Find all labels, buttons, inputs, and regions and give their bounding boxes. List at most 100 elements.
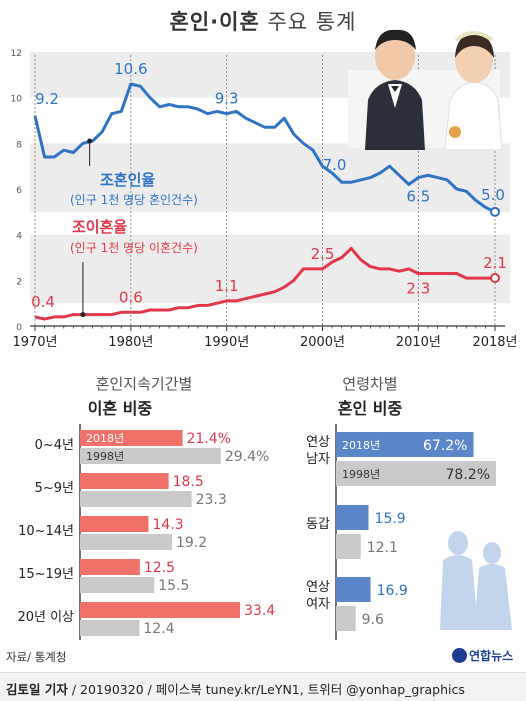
- person-silhouette-icon: [483, 542, 501, 564]
- bar-2018: [80, 559, 140, 575]
- person-silhouette-icon: [448, 531, 468, 555]
- bar-1998: [336, 534, 361, 559]
- data-label: 9.3: [215, 90, 239, 108]
- data-label: 9.2: [35, 90, 59, 108]
- bride-hair-icon: [455, 34, 494, 58]
- tiara-icon: [454, 31, 494, 42]
- category-label: 연상: [306, 435, 330, 450]
- category-label: 동갑: [306, 517, 330, 532]
- data-label: 7.0: [323, 156, 347, 174]
- source-note: 자료/ 통계청: [6, 650, 67, 664]
- series-subtitle: (인구 1천 명당 혼인건수): [70, 192, 198, 207]
- category-label: 5~9년: [35, 481, 74, 496]
- divorce-rate-line: [34, 246, 495, 321]
- bar-value-label: 18.5: [173, 474, 204, 490]
- y-tick-label: 12: [11, 49, 22, 59]
- bar-value-label: 23.3: [196, 492, 227, 508]
- bride-head-icon: [455, 37, 493, 83]
- category-label: 15~19년: [18, 567, 74, 582]
- category-label: 20년 이상: [17, 610, 74, 625]
- category-label: 여자: [306, 597, 330, 612]
- person-silhouette-icon: [474, 564, 512, 630]
- groom-hair-icon: [375, 29, 416, 50]
- bar-2018: [80, 602, 240, 618]
- bar-value-label: 33.4: [244, 603, 275, 619]
- data-label: 1.1: [215, 277, 239, 295]
- series-name: 조이혼율: [72, 218, 127, 236]
- person-silhouette-icon: [440, 555, 478, 630]
- bar-chart-subtitle: 이혼 비중: [88, 399, 153, 418]
- bar-value-label: 67.2%: [423, 438, 467, 454]
- bar-1998: [80, 491, 192, 507]
- y-tick-label: 4: [16, 232, 22, 242]
- data-label: 5.0: [481, 186, 505, 204]
- bar-value-label: 29.4%: [225, 449, 269, 465]
- data-label: 6.5: [406, 188, 430, 206]
- groom-head-icon: [375, 32, 415, 80]
- y-tick-label: 10: [11, 95, 23, 105]
- series-endpoint-marker: [490, 206, 500, 217]
- y-tick-label: 2: [16, 277, 22, 287]
- data-label: 2.1: [483, 254, 507, 272]
- bar-chart-title: 혼인지속기간별: [96, 375, 193, 393]
- bar-value-label: 12.5: [144, 560, 175, 576]
- y-tick-label: 6: [16, 186, 22, 196]
- bar-chart-subtitle: 혼인 비중: [338, 399, 403, 418]
- bar-1998: [80, 534, 172, 550]
- x-tick-label: 2010년: [396, 335, 441, 350]
- logo-mark-icon: [452, 648, 467, 663]
- y-tick-label: 8: [16, 140, 22, 150]
- groom-shirt-icon: [388, 84, 402, 108]
- y-tick-label: 0: [16, 323, 22, 333]
- marriage-rate-line: [33, 82, 496, 214]
- bar-value-label: 9.6: [362, 612, 384, 628]
- bar-2018: [336, 432, 474, 457]
- bouquet-icon: [449, 126, 461, 138]
- bar-2018: [80, 473, 169, 489]
- category-label: 남자: [306, 452, 330, 467]
- bar-value-label: 21.4%: [187, 431, 231, 447]
- groom-suit-icon: [365, 80, 425, 150]
- bar-1998: [80, 448, 221, 464]
- x-tick-label: 2000년: [300, 335, 345, 350]
- bar-chart-title: 연령차별: [342, 375, 397, 393]
- x-tick-label: 1980년: [108, 335, 153, 350]
- footer-bar: [0, 672, 526, 701]
- legend-label: 1998년: [342, 468, 380, 481]
- data-label: 0.4: [31, 293, 55, 311]
- category-label: 0~4년: [35, 438, 74, 453]
- series-subtitle: (인구 1천 명당 이혼건수): [70, 240, 198, 255]
- series-endpoint-marker: [490, 273, 500, 284]
- bar-2018: [336, 577, 371, 602]
- bar-value-label: 15.5: [158, 578, 189, 594]
- data-label: 2.5: [311, 245, 335, 263]
- data-label: 2.3: [406, 279, 430, 297]
- category-label: 연상: [306, 580, 330, 595]
- x-tick-label: 1990년: [204, 335, 249, 350]
- bar-2018: [336, 505, 369, 530]
- callout-dot: [87, 138, 93, 144]
- x-tick-label: 1970년: [12, 335, 57, 350]
- bar-1998: [336, 606, 356, 631]
- bar-1998: [336, 461, 496, 486]
- data-label: 0.6: [119, 288, 143, 306]
- legend-label: 2018년: [86, 432, 124, 445]
- callout-dot: [80, 312, 86, 318]
- bar-value-label: 16.9: [377, 583, 408, 599]
- bar-value-label: 19.2: [176, 535, 207, 551]
- bar-value-label: 12.1: [367, 540, 398, 556]
- legend-label: 1998년: [86, 450, 124, 463]
- x-tick-label: 2018년: [472, 335, 517, 350]
- bar-value-label: 14.3: [153, 517, 184, 533]
- bar-1998: [80, 620, 140, 636]
- bar-value-label: 15.9: [375, 511, 406, 527]
- grid-band: [30, 189, 510, 212]
- grid-band: [30, 143, 510, 189]
- category-label: 10~14년: [18, 524, 74, 539]
- credit-line: 김토일 기자 / 20190320 / 페이스북 tuney.kr/LeYN1,…: [6, 682, 465, 697]
- bow-tie-icon: [391, 86, 399, 92]
- series-name: 조혼인율: [100, 171, 155, 189]
- page-title: 혼인·이혼 주요 통계: [169, 10, 357, 34]
- bar-value-label: 12.4: [143, 621, 174, 637]
